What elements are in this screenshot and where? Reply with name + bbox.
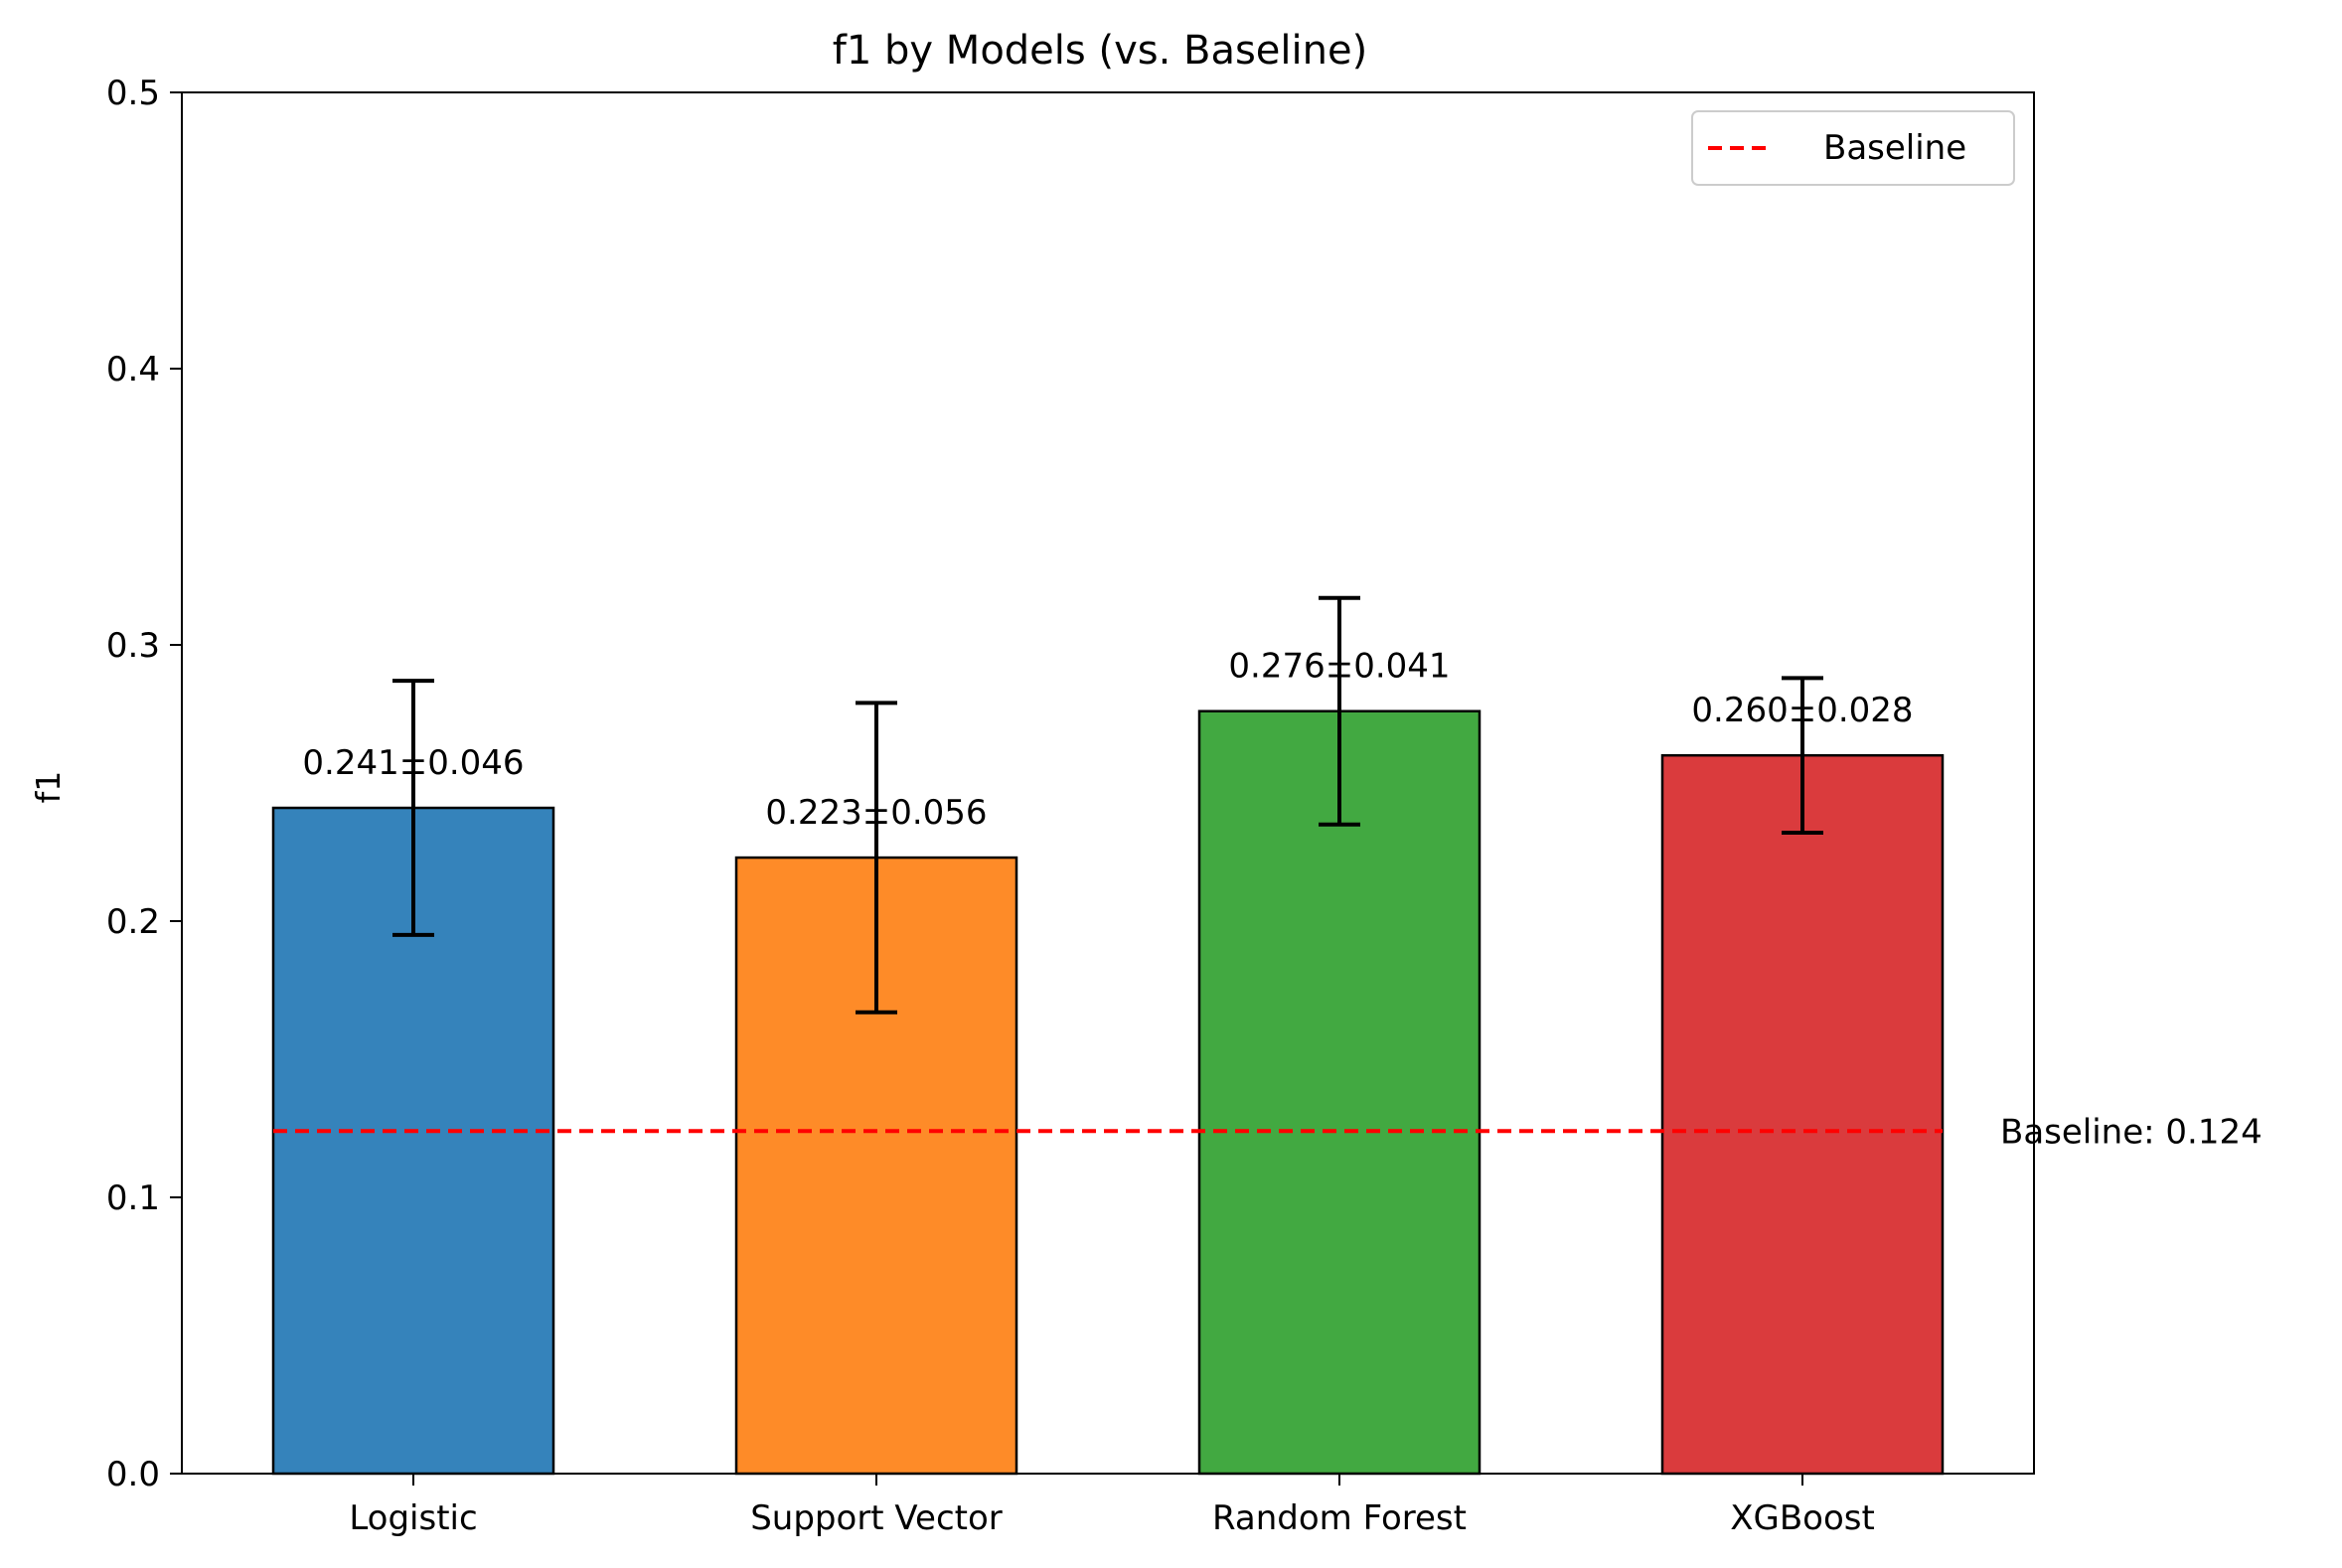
value-labels-group: 0.241±0.046 0.223±0.056 0.276±0.041 0.260±0…	[302, 647, 1913, 833]
bars-group	[271, 709, 1945, 1476]
y-tick-label-3: 0.3	[106, 626, 160, 666]
y-tick-label-5: 0.5	[106, 74, 160, 113]
baseline-group: Baseline: 0.124	[273, 1112, 2263, 1152]
y-tick-label-0: 0.0	[106, 1455, 160, 1494]
x-axis: Logistic Support Vector Random Forest XGBoo…	[349, 1474, 1875, 1538]
x-tick-label-0: Logistic	[349, 1498, 477, 1538]
error-bars-group	[392, 595, 1823, 1015]
legend: Baseline	[1691, 110, 2015, 186]
value-label-2: 0.276±0.041	[1228, 647, 1450, 687]
plot-frame	[181, 91, 2035, 1475]
baseline-label: Baseline: 0.124	[2000, 1112, 2263, 1152]
bar-3	[1660, 753, 1945, 1476]
x-tick-label-1: Support Vector	[750, 1498, 1003, 1538]
y-tick-label-4: 0.4	[106, 350, 160, 390]
y-axis: 0.0 0.1 0.2 0.3 0.4 0.5	[106, 74, 182, 1494]
x-tick-label-2: Random Forest	[1212, 1498, 1467, 1538]
y-tick-label-1: 0.1	[106, 1178, 160, 1218]
bar-2	[1197, 709, 1482, 1476]
value-label-0: 0.241±0.046	[302, 743, 524, 783]
legend-entry-label: Baseline	[1823, 128, 1966, 168]
value-label-1: 0.223±0.056	[765, 793, 987, 833]
x-tick-label-3: XGBoost	[1730, 1498, 1875, 1538]
value-label-3: 0.260±0.028	[1691, 691, 1913, 730]
chart-title: f1 by Models (vs. Baseline)	[833, 28, 1367, 74]
legend-box	[1691, 110, 2015, 186]
y-tick-label-2: 0.2	[106, 902, 160, 942]
y-axis-label: f1	[29, 771, 68, 804]
